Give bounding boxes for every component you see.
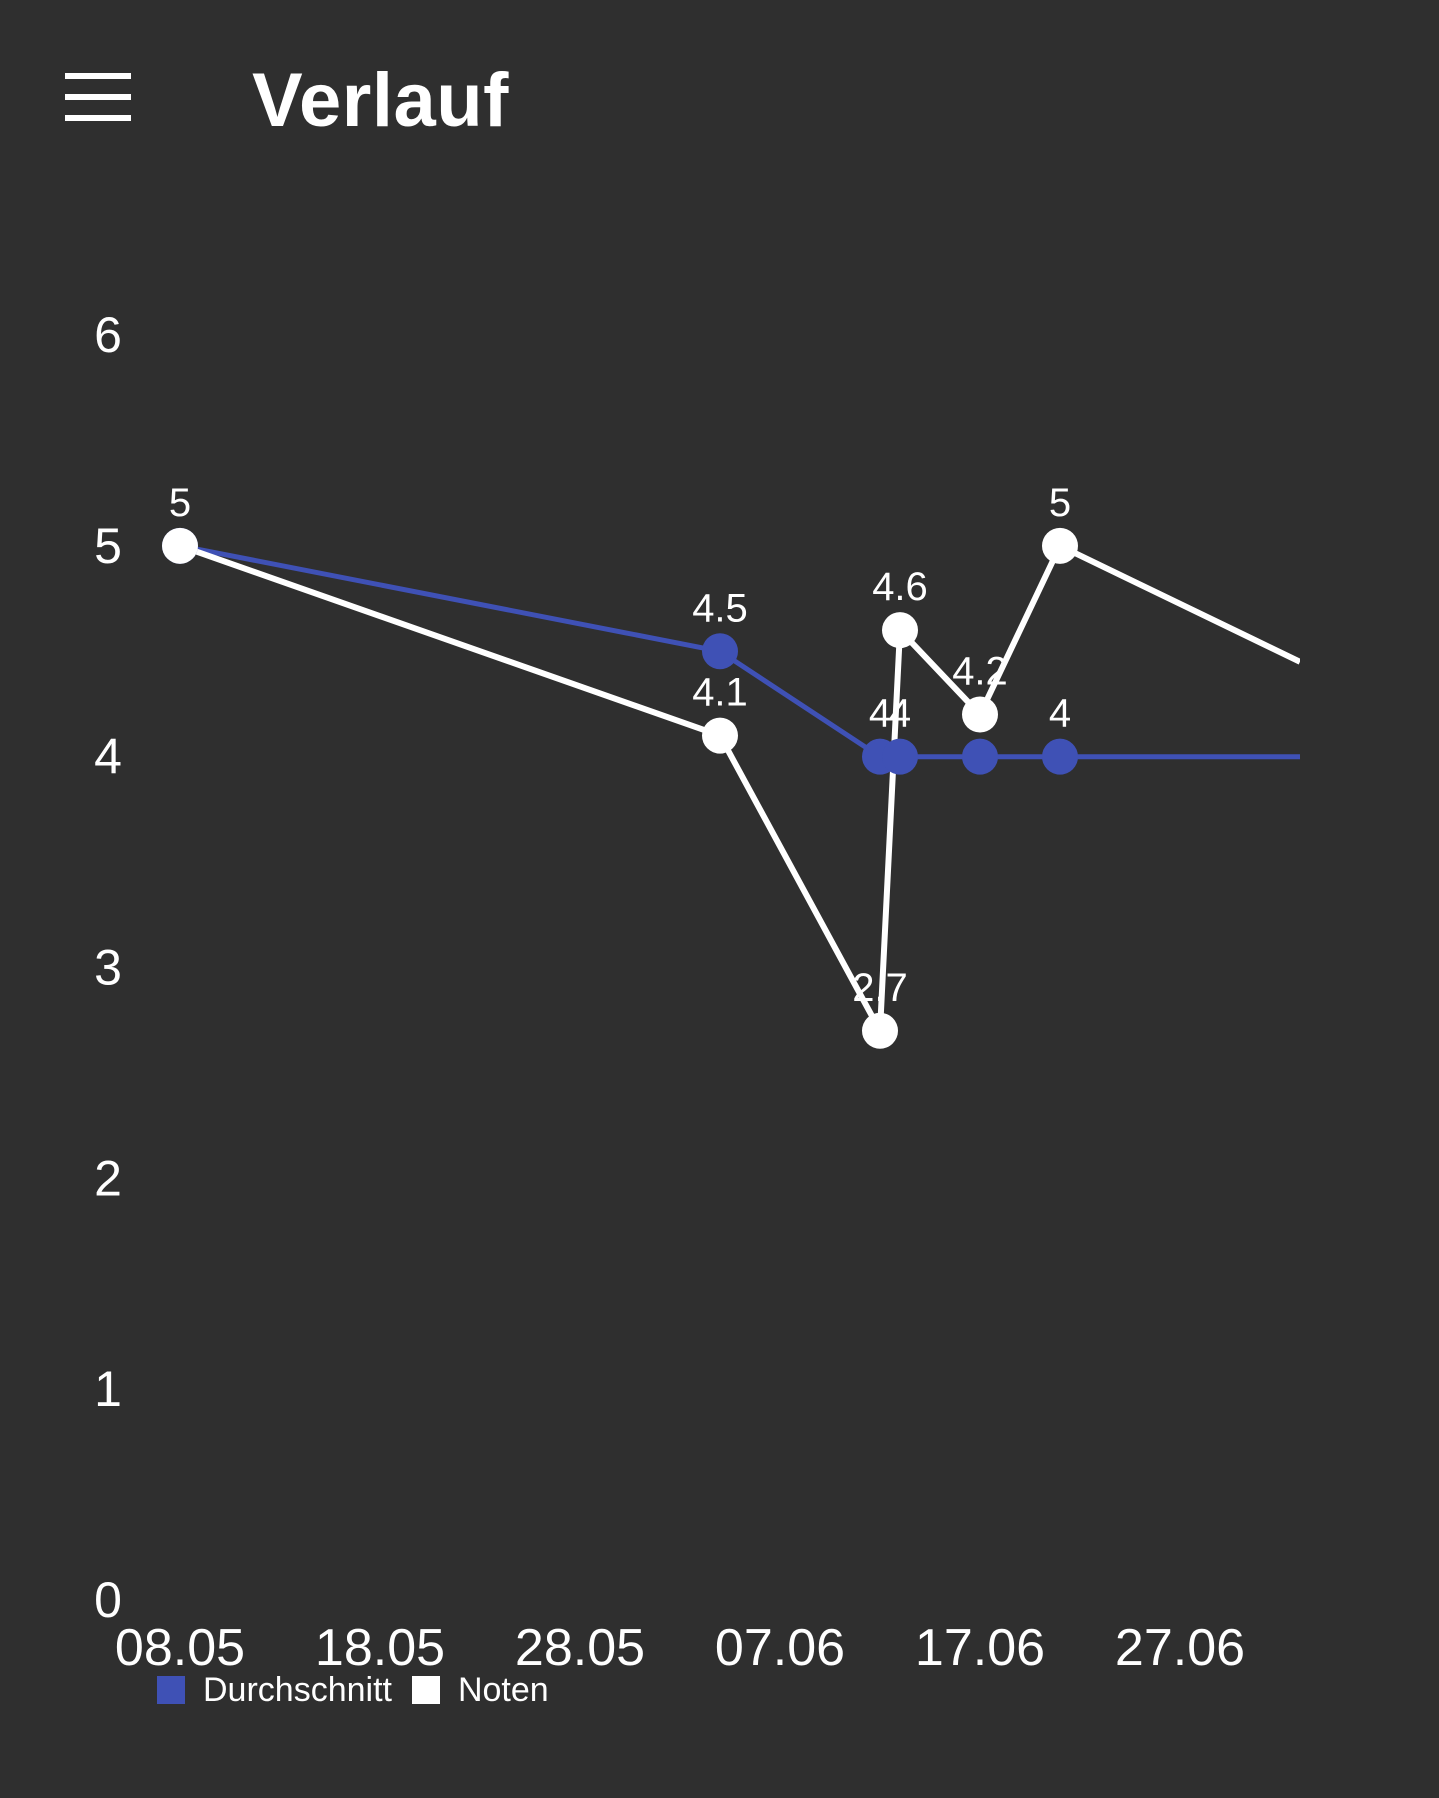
chart-legend: Durchschnitt Noten — [157, 1670, 569, 1710]
data-point-noten-2[interactable] — [862, 1012, 898, 1049]
y-tick-label-6: 6 — [94, 307, 122, 363]
legend-item-durchschnitt[interactable]: Durchschnitt — [157, 1671, 392, 1710]
legend-item-noten[interactable]: Noten — [411, 1670, 549, 1710]
legend-swatch-durchschnitt — [157, 1676, 185, 1704]
x-tick-label-0: 08.05 — [115, 1619, 245, 1677]
x-tick-label-4: 17.06 — [915, 1619, 1045, 1677]
x-tick-label-1: 18.05 — [315, 1619, 445, 1677]
data-point-durchschnitt-5[interactable] — [1042, 738, 1078, 775]
y-tick-label-4: 4 — [94, 729, 122, 785]
data-point-noten-3[interactable] — [882, 612, 918, 649]
data-label-noten-4: 4.2 — [952, 650, 1008, 694]
data-point-noten-1[interactable] — [702, 717, 738, 754]
data-point-noten-0[interactable] — [162, 527, 198, 564]
menu-bar-middle — [65, 94, 131, 100]
data-point-durchschnitt-4[interactable] — [962, 738, 998, 775]
data-point-noten-5[interactable] — [1042, 527, 1078, 564]
data-label-noten-1: 4.1 — [692, 671, 748, 715]
y-tick-label-5: 5 — [94, 518, 122, 574]
x-tick-label-5: 27.06 — [1115, 1619, 1245, 1677]
data-label-noten-2: 2.7 — [852, 966, 908, 1010]
data-label-durchschnitt-5: 4 — [1049, 692, 1071, 736]
data-point-durchschnitt-1[interactable] — [702, 633, 738, 670]
page-title: Verlauf — [252, 58, 509, 143]
legend-swatch-noten — [411, 1676, 440, 1704]
data-point-durchschnitt-3[interactable] — [882, 738, 918, 775]
data-label-noten-3: 4.6 — [872, 565, 928, 609]
data-label-durchschnitt-2: 4 — [869, 692, 891, 736]
y-tick-label-0: 0 — [94, 1572, 122, 1628]
app-bar: Verlauf — [0, 0, 1439, 210]
plot-area — [162, 527, 1300, 1049]
data-label-durchschnitt-1: 4.5 — [692, 586, 748, 630]
data-label-noten-5: 5 — [1049, 481, 1071, 525]
hamburger-menu-icon[interactable] — [50, 60, 146, 140]
data-label-durchschnitt-3: 4 — [889, 692, 911, 736]
legend-label-noten: Noten — [457, 1670, 549, 1709]
data-label-noten-0: 5 — [169, 481, 191, 525]
y-tick-label-1: 1 — [94, 1361, 122, 1417]
legend-label-durchschnitt: Durchschnitt — [203, 1670, 392, 1709]
menu-bar-bottom — [65, 115, 131, 121]
x-tick-label-3: 07.06 — [715, 1619, 845, 1677]
y-tick-label-3: 3 — [94, 940, 122, 996]
y-tick-label-2: 2 — [94, 1150, 122, 1206]
data-point-noten-4[interactable] — [962, 696, 998, 733]
x-tick-label-2: 28.05 — [515, 1619, 645, 1677]
menu-bar-top — [65, 73, 131, 79]
